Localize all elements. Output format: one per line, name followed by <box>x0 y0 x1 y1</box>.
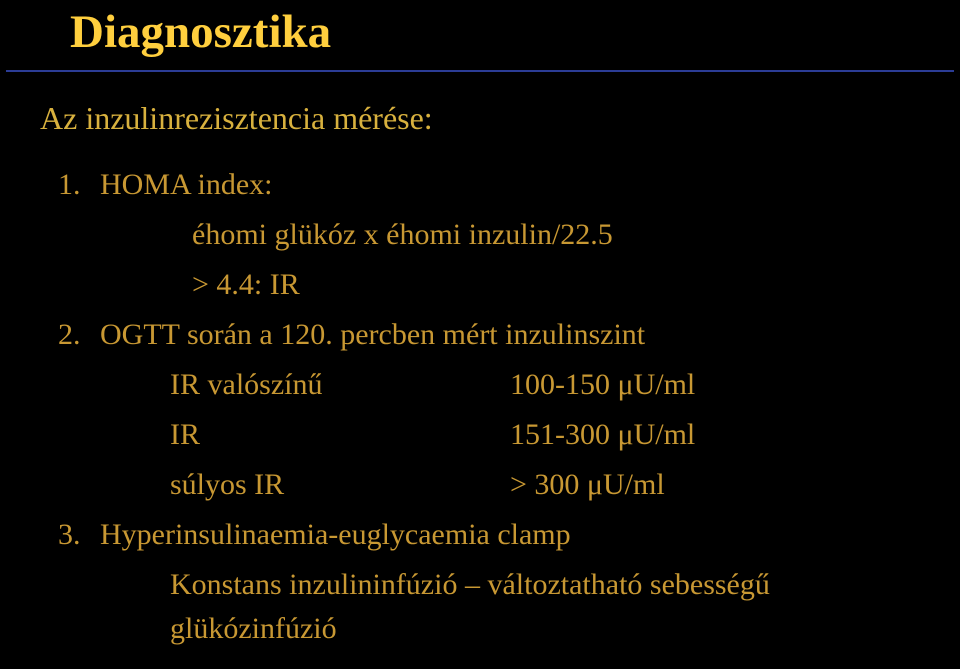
item1-rule: > 4.4: IR <box>192 268 300 302</box>
item2-row2-label: IR <box>170 418 200 452</box>
slide-subtitle: Az inzulinrezisztencia mérése: <box>40 100 433 137</box>
item1-formula: éhomi glükóz x éhomi inzulin/22.5 <box>192 218 613 252</box>
slide-title: Diagnosztika <box>70 5 331 59</box>
item2-row1-value: 100-150 μU/ml <box>510 368 695 402</box>
item3-detail-b: glükózinfúzió <box>170 612 337 646</box>
item1-number: 1. <box>58 168 81 202</box>
item2-text: OGTT során a 120. percben mért inzulinsz… <box>100 318 645 352</box>
item1-text: HOMA index: <box>100 168 273 202</box>
title-underline <box>6 70 954 72</box>
item2-number: 2. <box>58 318 81 352</box>
slide: Diagnosztika Az inzulinrezisztencia méré… <box>0 0 960 669</box>
item3-detail-a: Konstans inzulininfúzió – változtatható … <box>170 568 770 602</box>
item2-row3-value: > 300 μU/ml <box>510 468 665 502</box>
item3-number: 3. <box>58 518 81 552</box>
item2-row1-label: IR valószínű <box>170 368 322 402</box>
item2-row2-value: 151-300 μU/ml <box>510 418 695 452</box>
item2-row3-label: súlyos IR <box>170 468 284 502</box>
item3-text: Hyperinsulinaemia-euglycaemia clamp <box>100 518 571 552</box>
